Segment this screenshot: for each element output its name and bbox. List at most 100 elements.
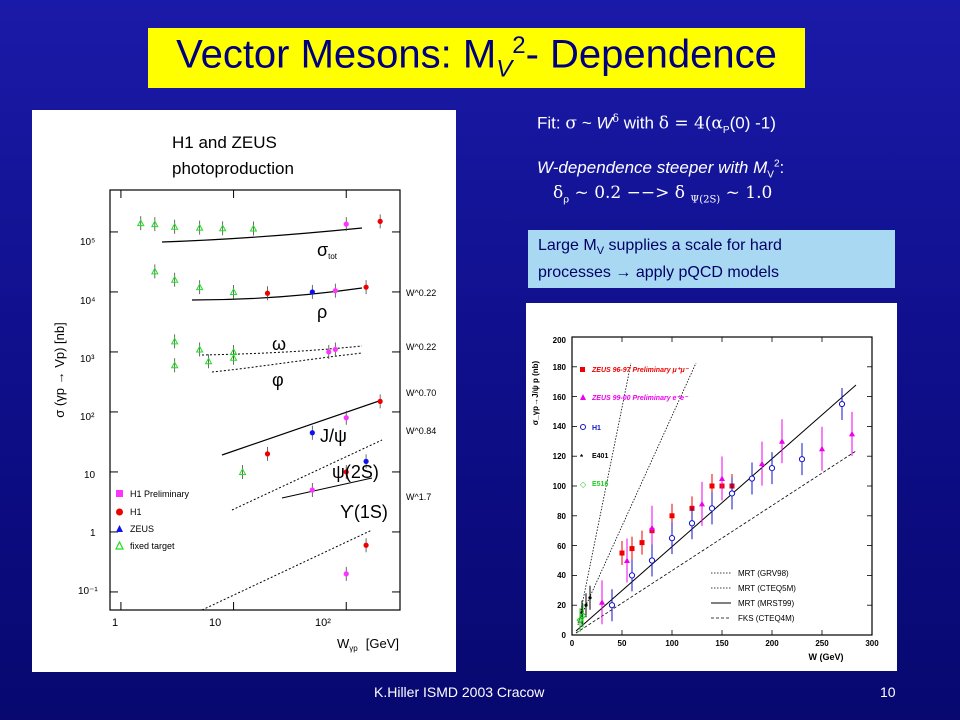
- model-curve-cteq5m: [577, 362, 697, 624]
- plot-heading-line2: photoproduction: [172, 159, 294, 178]
- fit-curve-psi2s: [231, 439, 383, 511]
- legend-marker-h1: [580, 424, 586, 430]
- xtick-label: 1: [112, 617, 118, 629]
- data-point: [779, 438, 785, 444]
- w-power-label: W^1.7: [406, 492, 431, 502]
- ytick-label: 10⁵: [80, 237, 95, 248]
- model-legend-label: FKS (CTEQ4M): [738, 614, 795, 623]
- plot-legend: H1 Preliminary H1 ZEUS fixed target: [115, 489, 190, 551]
- data-point: [377, 398, 383, 404]
- data-point: [608, 602, 616, 609]
- right-plot-panel: 0 20 40 60 80 100 120 140 160 180 200 0 …: [526, 303, 897, 671]
- legend-marker-h1-prelim: [116, 490, 123, 497]
- data-point: [264, 451, 271, 457]
- data-point: [759, 460, 765, 467]
- data-point: [170, 275, 179, 283]
- label-jpsi: J/ψ: [320, 426, 347, 446]
- plot-frame: [109, 189, 401, 611]
- legend-label: H1 Preliminary: [130, 489, 190, 499]
- data-point: [229, 287, 238, 295]
- legend-marker-zeus96: [580, 367, 585, 372]
- x-axis-title: Wγp [GeV]: [337, 636, 399, 653]
- fit-curve-phi: [211, 352, 363, 373]
- data-point: [150, 267, 159, 275]
- scale-info-box: Large MV supplies a scale for hard proce…: [528, 230, 895, 288]
- ytick-label: 40: [557, 571, 566, 580]
- data-point: [798, 456, 806, 463]
- data-point: [343, 221, 349, 227]
- data-point: [309, 487, 315, 493]
- model-curve-fks: [575, 450, 857, 634]
- ytick-label: 10³: [80, 354, 95, 365]
- data-point: [377, 218, 383, 224]
- cross-section-plot: H1 and ZEUS photoproduction 10⁵ 10⁴ 10³ …: [52, 133, 436, 653]
- data-point: [309, 289, 315, 295]
- data-point: [170, 361, 179, 369]
- data-point: [343, 571, 349, 577]
- legend-marker-e401: *: [580, 453, 584, 462]
- ytick-label: 80: [557, 512, 566, 521]
- xtick-label: 200: [765, 639, 779, 648]
- data-point: [719, 475, 725, 482]
- data-point: [624, 557, 630, 563]
- w-power-label: W^0.22: [406, 342, 436, 352]
- data-point: [326, 349, 332, 355]
- y-axis-title: σ_γp→J/ψ p (nb): [531, 360, 540, 425]
- footer-author: K.Hiller ISMD 2003 Cracow: [374, 684, 545, 700]
- model-legend-label: MRT (CTEQ5M): [738, 584, 796, 593]
- ytick-label: 140: [553, 422, 567, 431]
- data-point: [136, 219, 145, 227]
- xtick-label: 300: [865, 639, 879, 648]
- ytick-label: 10: [84, 470, 96, 481]
- xtick-label: 50: [618, 639, 627, 648]
- ytick-label: 0: [562, 631, 567, 640]
- label-sigma-tot: σtot: [317, 240, 338, 261]
- model-curve-mrst99: [575, 384, 857, 632]
- data-point: [699, 500, 705, 507]
- ytick-label: 100: [553, 482, 567, 491]
- data-point: [238, 467, 247, 475]
- model-legend-label: MRT (MRST99): [738, 599, 794, 608]
- ytick-label: 10⁴: [80, 296, 95, 307]
- legend-label: E401: [592, 453, 608, 460]
- data-point: [363, 542, 369, 548]
- data-point: [309, 430, 315, 436]
- legend-label: H1: [130, 507, 142, 517]
- jpsi-cross-section-plot: 0 20 40 60 80 100 120 140 160 180 200 0 …: [531, 336, 879, 662]
- data-point: [170, 222, 179, 230]
- label-phi: φ: [272, 370, 284, 390]
- data-point: [708, 505, 716, 512]
- xtick-label: 10: [209, 617, 221, 629]
- data-point: [728, 490, 736, 497]
- data-point: [579, 612, 587, 620]
- legend-label: H1: [592, 425, 601, 432]
- data-point: [629, 546, 635, 552]
- ytick-label: 10⁻¹: [78, 586, 98, 597]
- data-point: [768, 465, 776, 472]
- w-power-label: W^0.84: [406, 426, 436, 436]
- legend-label: ZEUS: [130, 524, 154, 534]
- data-point: [588, 596, 592, 600]
- data-point: [649, 524, 655, 531]
- legend-marker-e516: ◇: [580, 480, 587, 489]
- data-point: [648, 557, 656, 564]
- data-point: [332, 346, 338, 353]
- data-point: [218, 224, 227, 232]
- data-point: [343, 469, 349, 475]
- label-psi2s: ψ(2S): [332, 462, 379, 482]
- tick-marks: [571, 336, 873, 636]
- data-point: [619, 550, 625, 556]
- data-point: [229, 353, 238, 361]
- fit-curve-omega: [201, 345, 363, 356]
- data-point: [669, 513, 675, 519]
- label-rho: ρ: [317, 302, 327, 322]
- xtick-label: 150: [715, 639, 729, 648]
- data-point: [709, 483, 715, 489]
- legend-label: ZEUS 99-00 Preliminary e⁺e⁻: [591, 395, 689, 402]
- legend-marker-fixed: [115, 540, 124, 550]
- w-power-label: W^0.22: [406, 288, 436, 298]
- data-point: [204, 357, 213, 365]
- xtick-label: 0: [570, 639, 575, 648]
- fit-formula: Fit: σ ~ Wδ with δ = 4(αP(0) -1): [537, 112, 776, 137]
- ytick-label: 60: [557, 542, 566, 551]
